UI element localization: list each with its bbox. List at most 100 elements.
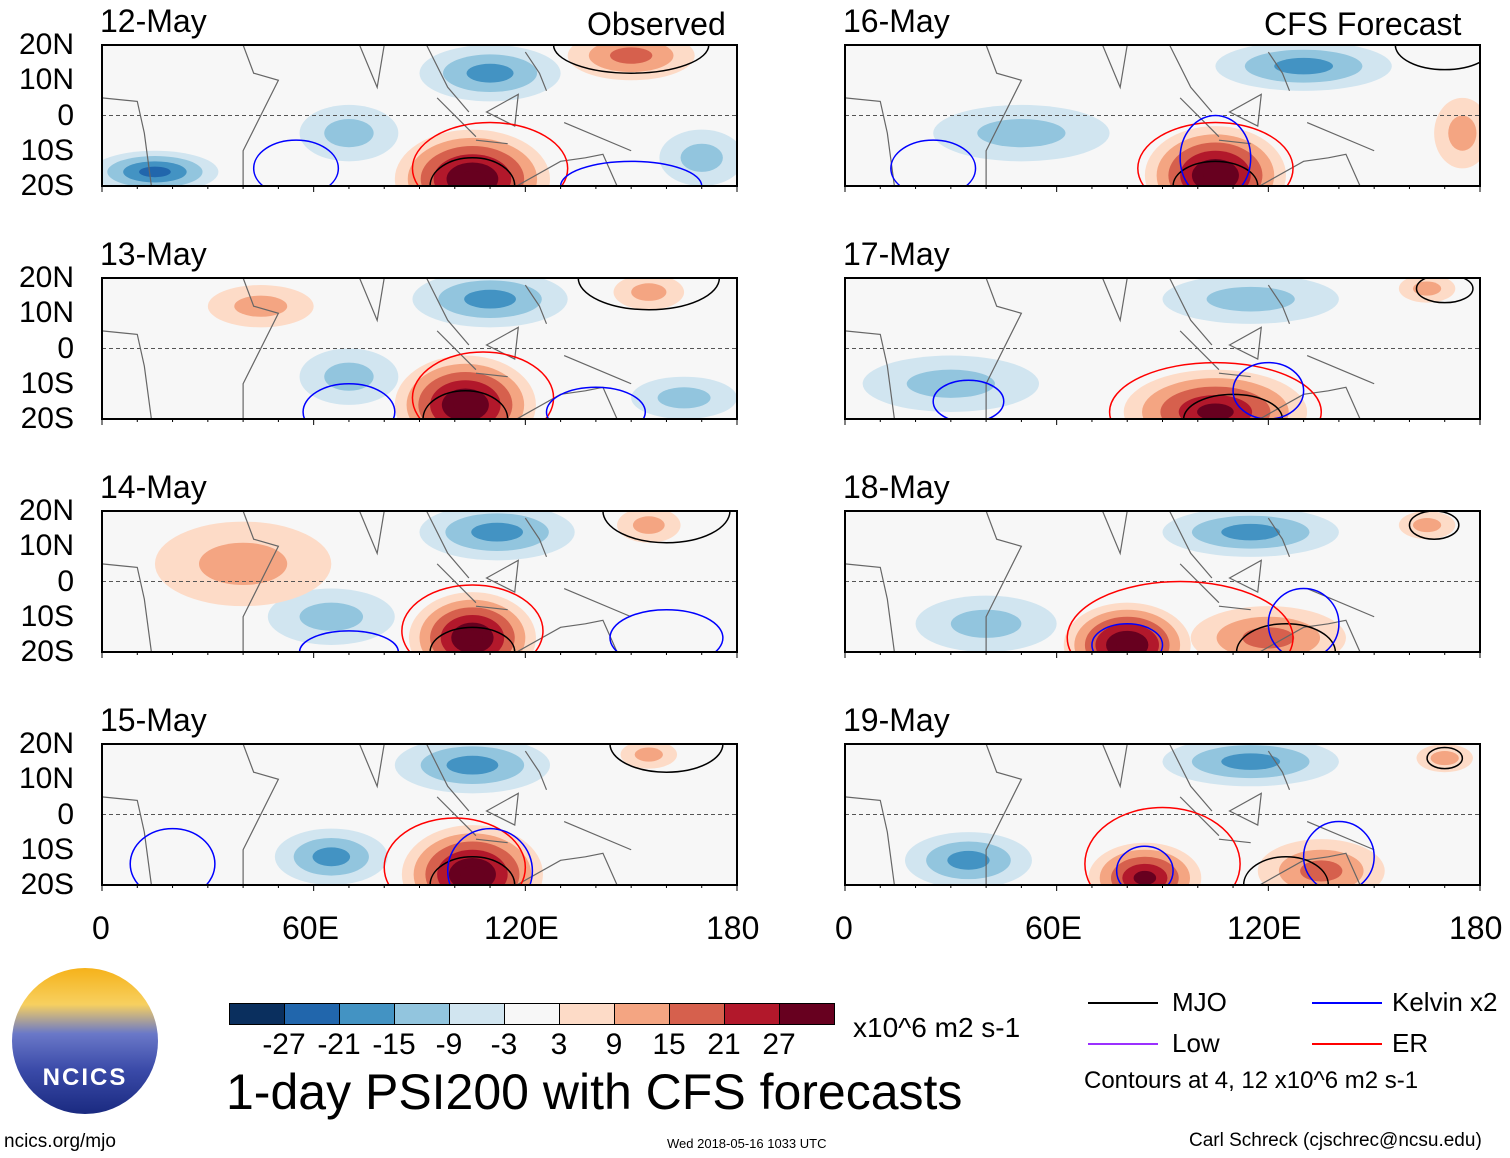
y-tick-label: 10S — [20, 599, 74, 633]
map-panel-17-May — [844, 277, 1481, 425]
legend-line-kelvin — [1312, 1002, 1382, 1004]
coastline — [845, 511, 1375, 652]
colorbar-tick-label: -3 — [490, 1028, 518, 1061]
y-tick-label: 20S — [20, 169, 74, 202]
panel-date: 18-May — [843, 469, 950, 505]
er-contour — [401, 584, 544, 652]
panel-date: 15-May — [100, 702, 207, 738]
figure-title: 1-day PSI200 with CFS forecasts — [226, 1064, 963, 1120]
forecast-label: CFS Forecast — [1264, 6, 1462, 42]
anomaly-shading — [1221, 753, 1281, 770]
anomaly-shading — [947, 850, 990, 870]
kelvin-contour — [1091, 623, 1164, 652]
colorbar-swatch — [724, 1003, 780, 1025]
kelvin-contour — [545, 386, 647, 419]
map-panel-13-May — [101, 277, 738, 425]
mjo-contour — [429, 157, 516, 186]
y-tick-label: 0 — [57, 331, 74, 365]
mjo-contour — [552, 45, 710, 74]
y-tick-label: 20N — [18, 261, 74, 294]
anomaly-shading — [446, 755, 499, 775]
er-contour — [411, 121, 569, 186]
panel-date: 13-May — [100, 236, 207, 272]
anomaly-shading — [1430, 751, 1459, 766]
colorbar-swatch — [669, 1003, 725, 1025]
panel-date: 14-May — [100, 469, 207, 505]
legend-line-er — [1312, 1043, 1382, 1045]
panel-date: 12-May — [100, 3, 207, 39]
kelvin-contour — [1179, 114, 1252, 186]
map-panel-18-May — [844, 510, 1481, 658]
colorbar-tick-label: 9 — [605, 1028, 623, 1061]
legend-label-low: Low — [1172, 1028, 1220, 1058]
anomaly-shading — [1412, 281, 1442, 296]
kelvin-contour — [446, 827, 534, 885]
anomaly-shading — [977, 119, 1066, 148]
anomaly-shading — [471, 522, 523, 542]
anomaly-shading — [631, 283, 667, 301]
kelvin-contour — [252, 139, 340, 186]
colorbar-swatch — [284, 1003, 340, 1025]
anomaly-shading — [234, 295, 288, 317]
mjo-contour — [577, 278, 721, 311]
anomaly-shading — [312, 847, 351, 867]
colorbar-swatch — [779, 1003, 835, 1025]
x-tick-left-60e: 60E — [282, 910, 339, 946]
y-tick-label: 20N — [18, 727, 74, 760]
coastline — [102, 511, 632, 652]
anomaly-shading — [634, 747, 663, 762]
map-panel-14-May — [101, 510, 738, 658]
er-contour — [1066, 580, 1294, 652]
map-panel-12-May — [101, 44, 738, 192]
contour-note: Contours at 4, 12 x10^6 m2 s-1 — [1084, 1067, 1419, 1094]
anomaly-shading — [466, 63, 514, 83]
coastline — [845, 45, 1375, 186]
anomaly-shading — [461, 630, 483, 646]
map-panel-15-May — [101, 743, 738, 891]
colorbar-tick-label: -9 — [435, 1028, 463, 1061]
anomaly-shading — [1197, 403, 1234, 419]
anomaly-shading — [632, 516, 665, 534]
colorbar-tick-label: 21 — [707, 1028, 741, 1061]
y-tick-label: 20S — [20, 402, 74, 435]
anomaly-shading — [324, 362, 374, 391]
mjo-contour — [422, 390, 509, 419]
mjo-contour — [1242, 856, 1330, 885]
anomaly-shading — [680, 143, 723, 172]
anomaly-shading — [453, 396, 478, 414]
er-contour — [383, 817, 527, 885]
site-link[interactable]: ncics.org/mjo — [4, 1131, 116, 1152]
mjo-contour — [1235, 623, 1337, 652]
anomaly-shading — [299, 602, 364, 631]
colorbar-tick-label: -21 — [317, 1028, 361, 1061]
kelvin-contour — [1302, 820, 1375, 885]
kelvin-contour — [609, 608, 724, 652]
anomaly-shading — [1242, 627, 1295, 649]
colorbar-swatch — [449, 1003, 505, 1025]
y-tick-label: 0 — [57, 98, 74, 132]
legend-line-low — [1088, 1043, 1158, 1045]
y-tick-label: 20S — [20, 868, 74, 901]
legend-label-mjo: MJO — [1172, 987, 1227, 1017]
x-tick-right-180: 180 — [1449, 910, 1503, 946]
colorbar-swatch — [339, 1003, 395, 1025]
colorbar-units: x10^6 m2 s-1 — [853, 1012, 1021, 1043]
panel-date: 16-May — [843, 3, 950, 39]
mjo-contour — [1408, 511, 1460, 540]
logo-text: NCICS — [42, 1064, 128, 1091]
panel-date: 19-May — [843, 702, 950, 738]
mjo-contour — [1426, 746, 1464, 770]
x-tick-right-0: 0 — [835, 910, 853, 946]
coastline — [845, 278, 1375, 419]
mjo-contour — [602, 511, 731, 544]
anomaly-shading — [1300, 860, 1343, 882]
kelvin-contour — [129, 827, 216, 885]
er-contour — [411, 351, 555, 419]
colorbar-swatch — [229, 1003, 285, 1025]
colorbar-tick-label: 15 — [652, 1028, 686, 1061]
colorbar-tick-label: 27 — [762, 1028, 796, 1061]
anomaly-shading — [324, 119, 374, 148]
mjo-contour — [1394, 45, 1480, 71]
y-tick-label: 10N — [18, 529, 74, 563]
mjo-contour — [1415, 278, 1474, 304]
